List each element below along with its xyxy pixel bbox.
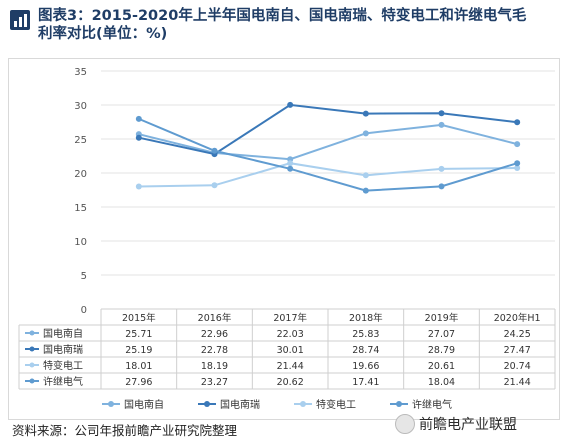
data-point xyxy=(362,110,369,117)
table-cell: 20.61 xyxy=(428,361,455,372)
table-cell: 28.79 xyxy=(428,345,455,356)
table-cell: 22.03 xyxy=(277,329,304,340)
series-line xyxy=(138,117,518,192)
data-point xyxy=(362,172,369,179)
watermark: 前瞻电产业联盟 xyxy=(395,414,517,434)
table-cell: 20.62 xyxy=(277,377,304,388)
y-tick-label: 0 xyxy=(81,305,87,316)
legend-label: 国电南自 xyxy=(124,398,164,411)
x-tick-label: 2020年H1 xyxy=(494,312,541,324)
table-cell: 24.25 xyxy=(504,329,531,340)
y-tick-label: 20 xyxy=(74,169,87,180)
table-cell: 25.83 xyxy=(352,329,379,340)
data-point xyxy=(514,160,521,167)
legend-marker xyxy=(396,401,402,407)
y-tick-label: 10 xyxy=(74,237,87,248)
x-tick-label: 2016年 xyxy=(198,312,232,324)
x-tick-label: 2017年 xyxy=(273,312,307,324)
data-point xyxy=(514,119,521,126)
line-chart: 0 5 10 15 20 25 30 35 2015年 2016年 2017年 2018年 2019年 2… xyxy=(18,67,556,411)
table-cell: 22.96 xyxy=(201,329,228,340)
table-legend-marker xyxy=(29,346,35,352)
legend-marker xyxy=(108,401,114,407)
series-line xyxy=(138,103,518,156)
table-row-label: 国电南瑞 xyxy=(43,343,83,356)
table-legend-marker xyxy=(29,362,35,368)
table-cell: 27.07 xyxy=(428,329,455,340)
data-point xyxy=(362,130,369,137)
y-tick-label: 5 xyxy=(81,271,87,282)
table-row-label: 特变电工 xyxy=(43,359,83,372)
data-point xyxy=(514,141,521,148)
y-tick-label: 15 xyxy=(74,203,87,214)
data-point xyxy=(362,187,369,194)
table-cell: 25.71 xyxy=(125,329,152,340)
legend-marker xyxy=(204,401,210,407)
wechat-logo-icon xyxy=(395,414,415,434)
x-tick-label: 2015年 xyxy=(122,312,156,324)
table-cell: 25.19 xyxy=(125,345,152,356)
table-cell: 22.78 xyxy=(201,345,228,356)
series-line xyxy=(138,162,518,188)
table-cell: 21.44 xyxy=(504,377,531,388)
series-line xyxy=(138,123,518,161)
data-point xyxy=(287,165,294,172)
table-cell: 27.96 xyxy=(125,377,152,388)
legend-label: 国电南瑞 xyxy=(220,398,260,411)
table-cell: 20.74 xyxy=(504,361,531,372)
table-row-label: 许继电气 xyxy=(43,375,83,388)
table-cell: 30.01 xyxy=(277,345,304,356)
data-point xyxy=(135,134,142,141)
title-badge-icon xyxy=(10,10,30,30)
data-point xyxy=(514,164,521,171)
data-point xyxy=(438,165,445,172)
x-tick-label: 2019年 xyxy=(425,312,459,324)
source-note: 资料来源：公司年报前瞻产业研究院整理 xyxy=(12,423,238,438)
data-point xyxy=(135,115,142,122)
legend-marker xyxy=(300,401,306,407)
x-tick-label: 2018年 xyxy=(349,312,383,324)
table-cell: 21.44 xyxy=(277,361,304,372)
legend-label: 特变电工 xyxy=(316,398,356,411)
data-point xyxy=(211,182,218,189)
y-tick-label: 30 xyxy=(74,101,87,112)
watermark-text: 前瞻电产业联盟 xyxy=(419,417,517,433)
data-point xyxy=(211,147,218,154)
data-point xyxy=(287,101,294,108)
y-tick-label: 35 xyxy=(74,67,87,78)
table-cell: 17.41 xyxy=(352,377,379,388)
table-cell: 28.74 xyxy=(352,345,379,356)
data-point xyxy=(438,110,445,117)
data-point xyxy=(135,183,142,190)
table-cell: 18.01 xyxy=(125,361,152,372)
table-legend-marker xyxy=(29,330,35,336)
table-legend-marker xyxy=(29,378,35,384)
table-cell: 23.27 xyxy=(201,377,228,388)
data-point xyxy=(438,183,445,190)
chart-title: 图表3：2015-2020年上半年国电南自、国电南瑞、特变电工和许继电气毛利率对… xyxy=(38,8,527,42)
legend-label: 许继电气 xyxy=(412,398,452,411)
chart-frame: 0 5 10 15 20 25 30 35 2015年 2016年 2017年 2018年 2019年 2… xyxy=(8,58,560,420)
y-tick-label: 25 xyxy=(74,135,87,146)
table-cell: 19.66 xyxy=(352,361,379,372)
table-cell: 18.04 xyxy=(428,377,455,388)
table-cell: 27.47 xyxy=(504,345,531,356)
table-cell: 18.19 xyxy=(201,361,228,372)
table-row-label: 国电南自 xyxy=(43,327,83,340)
data-point xyxy=(438,121,445,128)
data-point xyxy=(287,160,294,167)
